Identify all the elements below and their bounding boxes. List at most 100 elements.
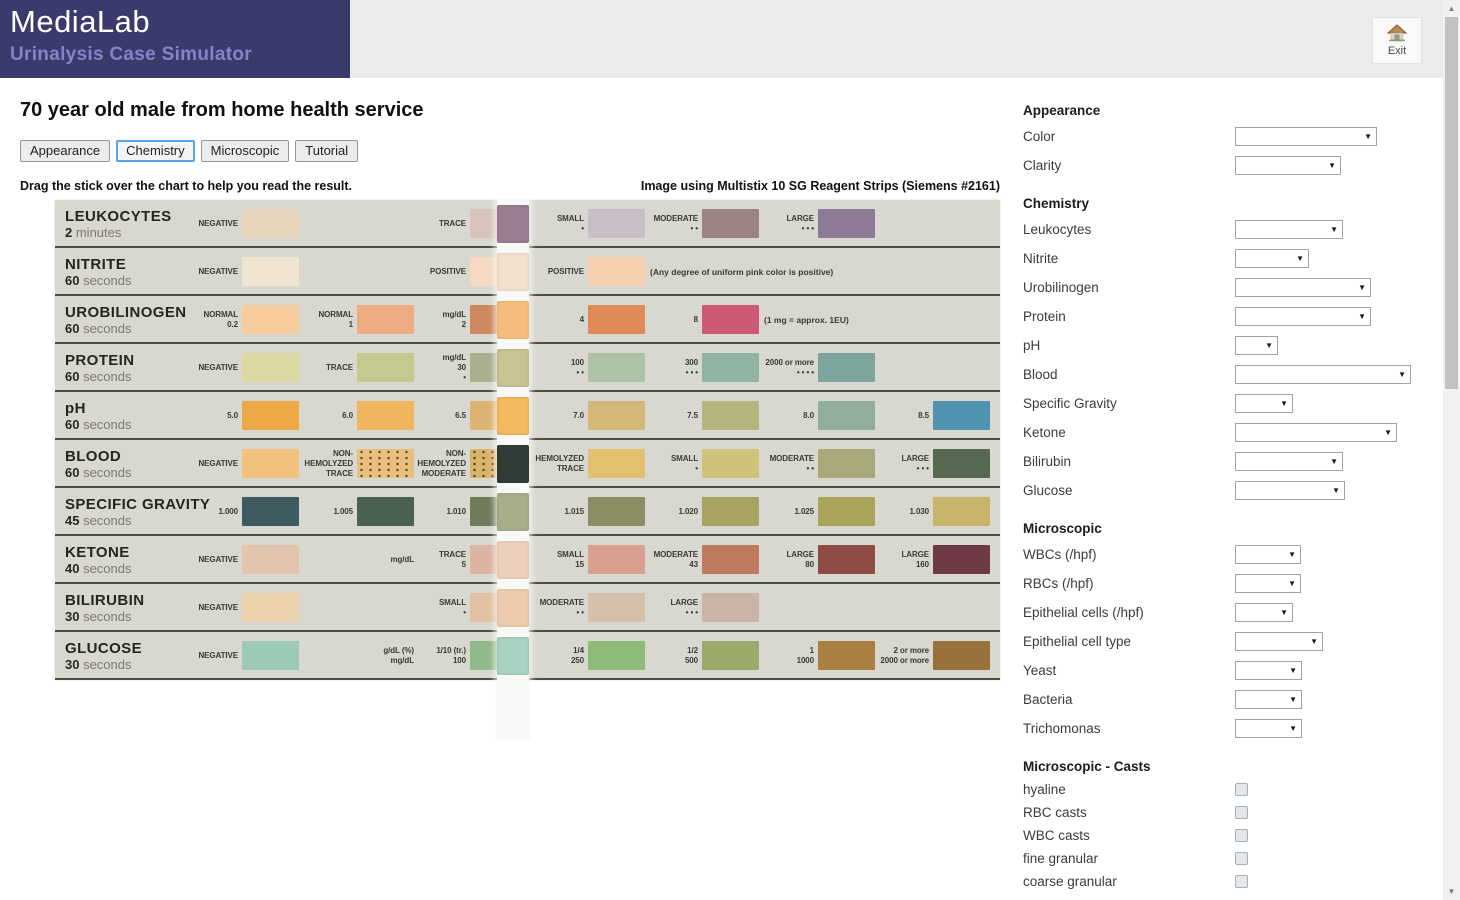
checkbox-rbc-casts[interactable]	[1235, 806, 1248, 819]
select-rbcs-hpf[interactable]: ▼	[1235, 574, 1301, 593]
select-blood[interactable]: ▼	[1235, 365, 1411, 384]
form-row-bilirubin: Bilirubin ▼	[1023, 447, 1423, 476]
stick-pad-9	[497, 637, 529, 675]
select-specific-gravity[interactable]: ▼	[1235, 394, 1293, 413]
select-bacteria[interactable]: ▼	[1235, 690, 1302, 709]
field-label: Specific Gravity	[1023, 396, 1117, 411]
select-wbcs-hpf[interactable]: ▼	[1235, 545, 1301, 564]
form-row-wbc-casts: WBC casts	[1023, 824, 1423, 847]
scrollbar[interactable]: ▲ ▼	[1443, 0, 1460, 900]
section-heading-microscopic: Microscopic	[1023, 521, 1102, 536]
form-section-microscopic: Microscopic WBCs (/hpf) ▼ RBCs (/hpf) ▼ Epith…	[1023, 521, 1423, 743]
patch-label: NON- HEMOLYZED TRACE	[304, 449, 353, 478]
tab-appearance[interactable]: Appearance	[20, 140, 111, 162]
color-patch	[242, 353, 299, 382]
test-name: KETONE	[65, 543, 130, 561]
checkbox-coarse-granular[interactable]	[1235, 875, 1248, 888]
test-read-time: 45 seconds	[65, 512, 132, 528]
chart-row-label: NITRITE 60 seconds	[65, 248, 132, 296]
color-patch	[588, 257, 645, 286]
form-row-protein: Protein ▼	[1023, 302, 1423, 331]
checkbox-hyaline[interactable]	[1235, 783, 1248, 796]
form-row-trichomonas: Trichomonas ▼	[1023, 714, 1423, 743]
patch-label: 1.020	[678, 507, 698, 516]
patch-label: 2 or more 2000 or more	[880, 646, 929, 665]
select-ph[interactable]: ▼	[1235, 336, 1278, 355]
form-row-yeast: Yeast ▼	[1023, 656, 1423, 685]
chart-row-label: KETONE 40 seconds	[65, 536, 132, 584]
patch-label: 2000 or more • • • •	[765, 358, 814, 377]
chart-row-label: pH 60 seconds	[65, 392, 132, 440]
test-name: PROTEIN	[65, 351, 135, 369]
dropdown-arrow-icon: ▼	[1330, 457, 1338, 466]
drag-hint: Drag the stick over the chart to help yo…	[20, 179, 353, 193]
patch-label: NEGATIVE	[198, 267, 238, 276]
patch-label: NORMAL 1	[318, 310, 353, 329]
checkbox-wbc-casts[interactable]	[1235, 829, 1248, 842]
select-yeast[interactable]: ▼	[1235, 661, 1302, 680]
select-color[interactable]: ▼	[1235, 127, 1377, 146]
patch-label: mg/dL 30 •	[442, 353, 467, 382]
stick-pad-7	[497, 541, 529, 579]
tab-microscopic[interactable]: Microscopic	[200, 140, 290, 162]
exit-button[interactable]: Exit	[1372, 17, 1422, 64]
form-row-ketone: Ketone ▼	[1023, 418, 1423, 447]
patch-label: 8	[693, 315, 698, 324]
color-patch	[357, 401, 414, 430]
select-glucose[interactable]: ▼	[1235, 481, 1345, 500]
color-patch	[242, 593, 299, 622]
field-label: Ketone	[1023, 425, 1066, 440]
dropdown-arrow-icon: ▼	[1289, 666, 1297, 675]
color-patch	[242, 257, 299, 286]
field-label: coarse granular	[1023, 874, 1117, 889]
color-patch	[242, 305, 299, 334]
color-patch	[818, 545, 875, 574]
select-protein[interactable]: ▼	[1235, 307, 1371, 326]
color-patch	[357, 305, 414, 334]
tab-chemistry[interactable]: Chemistry	[116, 140, 195, 162]
form-row-nitrite: Nitrite ▼	[1023, 244, 1423, 273]
form-row-leukocytes: Leukocytes ▼	[1023, 215, 1423, 244]
page-title: 70 year old male from home health servic…	[20, 99, 424, 121]
select-clarity[interactable]: ▼	[1235, 156, 1341, 175]
patch-label: 100 • •	[570, 358, 584, 377]
patch-label: MODERATE • •	[769, 454, 814, 473]
reagent-stick[interactable]	[497, 200, 529, 737]
patch-label: MODERATE 43	[653, 550, 698, 569]
patch-label: 7.0	[573, 411, 584, 420]
select-ketone[interactable]: ▼	[1235, 423, 1397, 442]
select-epithelial-cells-hpf[interactable]: ▼	[1235, 603, 1293, 622]
checkbox-fine-granular[interactable]	[1235, 852, 1248, 865]
stick-pad-6	[497, 493, 529, 531]
select-epithelial-cell-type[interactable]: ▼	[1235, 632, 1323, 651]
form-row-rbcs-hpf: RBCs (/hpf) ▼	[1023, 569, 1423, 598]
color-patch	[588, 209, 645, 238]
scroll-up-arrow-icon[interactable]: ▲	[1447, 4, 1456, 13]
stick-pad-1	[497, 253, 529, 291]
select-trichomonas[interactable]: ▼	[1235, 719, 1302, 738]
color-patch	[242, 449, 299, 478]
tab-tutorial[interactable]: Tutorial	[295, 140, 359, 162]
chart-row-label: PROTEIN 60 seconds	[65, 344, 134, 392]
test-read-time: 30 seconds	[65, 608, 132, 624]
test-read-time: 60 seconds	[65, 368, 132, 384]
field-label: Clarity	[1023, 158, 1062, 173]
form-row-bacteria: Bacteria ▼	[1023, 685, 1423, 714]
patch-label: MODERATE • •	[539, 598, 584, 617]
form-row-wbcs-hpf: WBCs (/hpf) ▼	[1023, 540, 1423, 569]
section-heading-microscopic-casts: Microscopic - Casts	[1023, 759, 1151, 774]
patch-label: TRACE 5	[438, 550, 466, 569]
scroll-down-arrow-icon[interactable]: ▼	[1447, 887, 1456, 896]
patch-label: SMALL •	[438, 598, 466, 617]
scrollbar-thumb[interactable]	[1445, 17, 1458, 389]
patch-label: 1.010	[446, 507, 466, 516]
patch-label: 1.005	[333, 507, 353, 516]
select-leukocytes[interactable]: ▼	[1235, 220, 1343, 239]
select-nitrite[interactable]: ▼	[1235, 249, 1309, 268]
select-urobilinogen[interactable]: ▼	[1235, 278, 1371, 297]
form-row-urobilinogen: Urobilinogen ▼	[1023, 273, 1423, 302]
color-patch	[702, 641, 759, 670]
select-bilirubin[interactable]: ▼	[1235, 452, 1343, 471]
dropdown-arrow-icon: ▼	[1288, 579, 1296, 588]
dropdown-arrow-icon: ▼	[1398, 370, 1406, 379]
